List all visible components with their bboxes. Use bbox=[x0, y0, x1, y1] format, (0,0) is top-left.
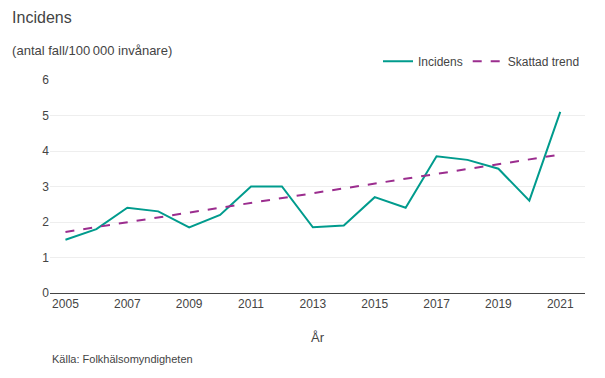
svg-text:2009: 2009 bbox=[176, 297, 203, 311]
svg-text:2013: 2013 bbox=[300, 297, 327, 311]
svg-text:Skattad trend: Skattad trend bbox=[508, 55, 579, 69]
svg-text:2005: 2005 bbox=[52, 297, 79, 311]
svg-text:Incidens: Incidens bbox=[418, 55, 463, 69]
svg-text:Incidens: Incidens bbox=[12, 9, 72, 26]
svg-text:0: 0 bbox=[42, 286, 49, 300]
svg-text:6: 6 bbox=[42, 73, 49, 87]
svg-text:3: 3 bbox=[42, 180, 49, 194]
svg-text:1: 1 bbox=[42, 251, 49, 265]
svg-text:År: År bbox=[311, 330, 325, 345]
svg-text:4: 4 bbox=[42, 144, 49, 158]
svg-text:2017: 2017 bbox=[423, 297, 450, 311]
svg-text:2007: 2007 bbox=[114, 297, 141, 311]
svg-text:2: 2 bbox=[42, 215, 49, 229]
svg-text:2021: 2021 bbox=[547, 297, 574, 311]
svg-text:2011: 2011 bbox=[238, 297, 264, 311]
svg-text:2015: 2015 bbox=[361, 297, 388, 311]
svg-text:Källa: Folkhälsomyndigheten: Källa: Folkhälsomyndigheten bbox=[52, 353, 193, 365]
svg-text:2019: 2019 bbox=[485, 297, 512, 311]
svg-text:5: 5 bbox=[42, 109, 49, 123]
svg-text:(antal fall/100 000 invånare): (antal fall/100 000 invånare) bbox=[12, 43, 172, 58]
